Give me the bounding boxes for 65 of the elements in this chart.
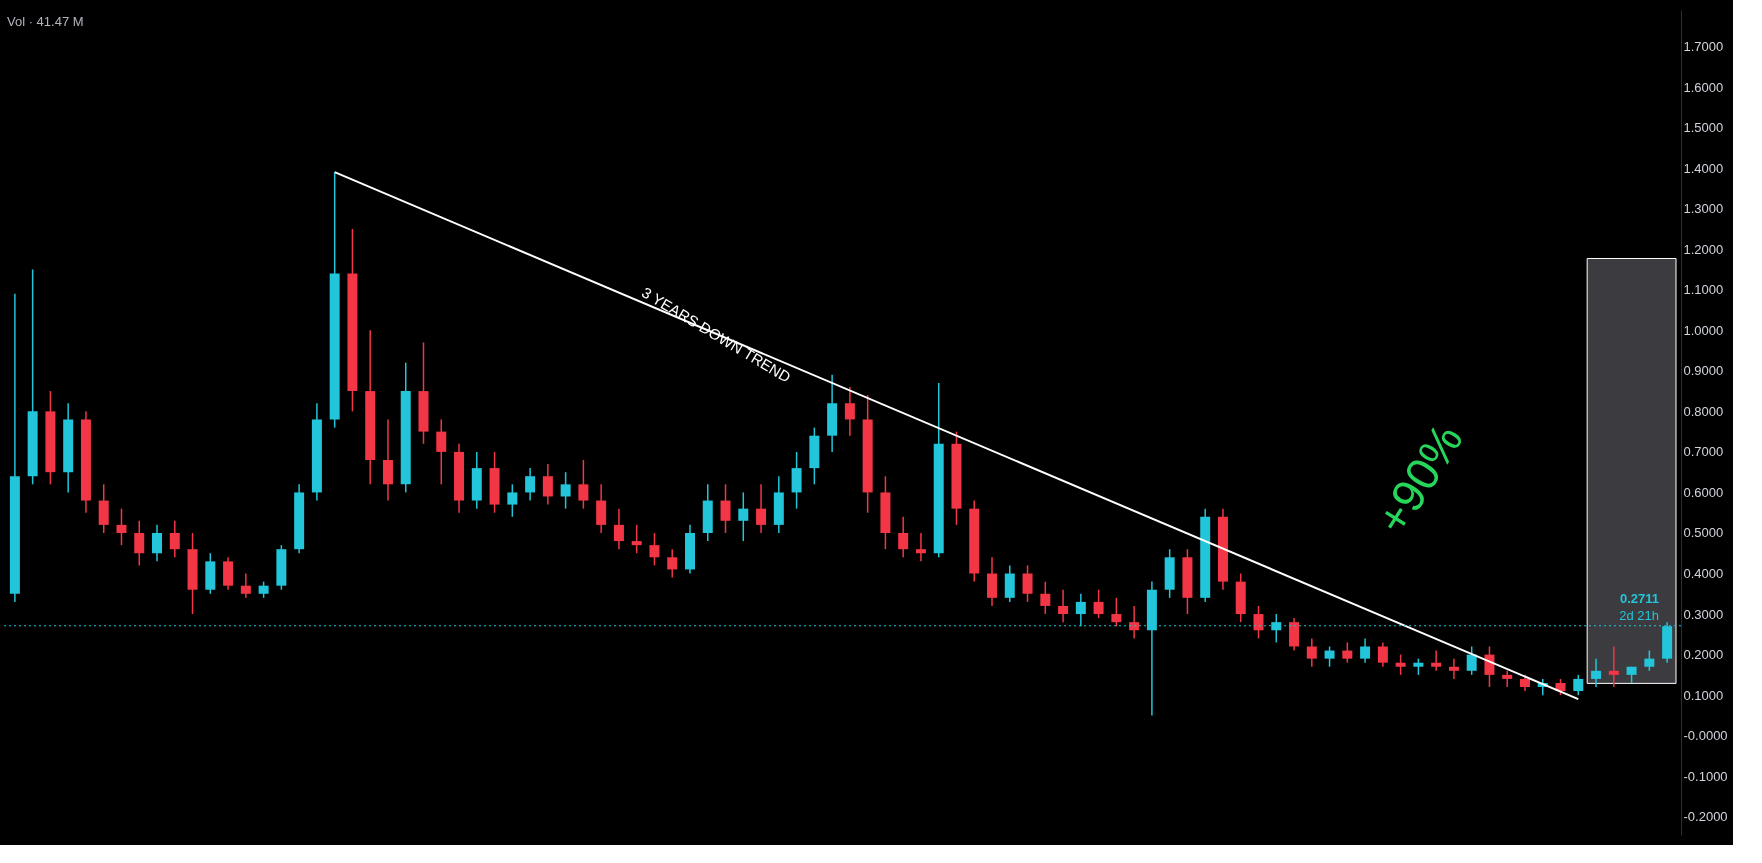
y-tick-label: -0.2000	[1683, 809, 1728, 825]
annotation: 2d 21h	[1619, 607, 1659, 623]
candlestick	[649, 532, 660, 567]
candlestick	[542, 463, 553, 506]
candlestick	[1395, 653, 1406, 676]
candlestick	[1644, 649, 1655, 672]
candlestick	[1377, 641, 1388, 668]
candlestick	[1040, 580, 1051, 615]
candlestick	[844, 386, 855, 437]
y-tick-label: -0.1000	[1683, 768, 1728, 784]
y-tick-label: 1.7000	[1683, 38, 1724, 54]
candlestick	[1324, 645, 1335, 668]
candlestick	[116, 507, 127, 546]
y-tick-label: 1.5000	[1683, 120, 1724, 136]
candlestick	[1591, 657, 1602, 688]
candlestick	[1608, 645, 1619, 688]
candlestick	[631, 524, 642, 554]
candlestick	[1058, 588, 1069, 623]
candlestick	[525, 467, 536, 502]
candlestick	[507, 483, 518, 518]
candlestick	[915, 532, 926, 563]
y-tick-label: 1.6000	[1683, 79, 1724, 95]
candlestick	[898, 516, 909, 559]
candlestick	[720, 483, 731, 534]
y-tick-label: 0.9000	[1683, 363, 1724, 379]
y-tick-label: 0.1000	[1683, 687, 1724, 703]
candlestick	[1502, 670, 1513, 688]
candlestick	[1360, 637, 1371, 664]
candlestick	[756, 483, 767, 534]
candlestick	[169, 520, 180, 559]
y-tick-label: 1.0000	[1683, 322, 1724, 338]
candlestick	[578, 459, 589, 510]
y-tick-label: 1.2000	[1683, 241, 1724, 257]
candlestick	[1448, 657, 1459, 680]
candlestick	[1306, 637, 1317, 668]
y-tick-label: 0.6000	[1683, 484, 1724, 500]
y-tick-label: 0.8000	[1683, 403, 1724, 419]
candlestick	[613, 507, 624, 550]
candlestick	[738, 491, 749, 542]
candlestick	[667, 548, 678, 579]
candlestick	[1342, 641, 1353, 664]
candlestick	[1466, 645, 1477, 676]
candlestick	[1573, 674, 1584, 696]
y-tick-label: 0.7000	[1683, 444, 1724, 460]
y-tick-label: 1.1000	[1683, 282, 1724, 298]
candlestick	[1431, 649, 1442, 672]
candlestick	[152, 524, 163, 563]
candlestick	[1253, 605, 1264, 640]
y-tick-label: 0.4000	[1683, 566, 1724, 582]
annotation: Vol · 41.47 M	[7, 14, 84, 29]
candlestick	[1111, 597, 1122, 627]
candlestick	[1022, 564, 1033, 603]
y-tick-label: 0.5000	[1683, 525, 1724, 541]
y-tick-label: 0.3000	[1683, 606, 1724, 622]
ref-line-label: 0.2711	[1619, 590, 1659, 606]
y-tick-label: -0.0000	[1683, 728, 1728, 744]
y-tick-label: 0.2000	[1683, 647, 1724, 663]
candlestick	[1129, 605, 1140, 640]
candlestick	[1093, 588, 1104, 619]
candlestick	[436, 418, 447, 486]
candlestick	[240, 572, 251, 599]
y-tick-label: 1.4000	[1683, 160, 1724, 176]
candlestick	[134, 520, 145, 567]
y-tick-label: 1.3000	[1683, 201, 1724, 217]
candlestick	[560, 471, 571, 510]
